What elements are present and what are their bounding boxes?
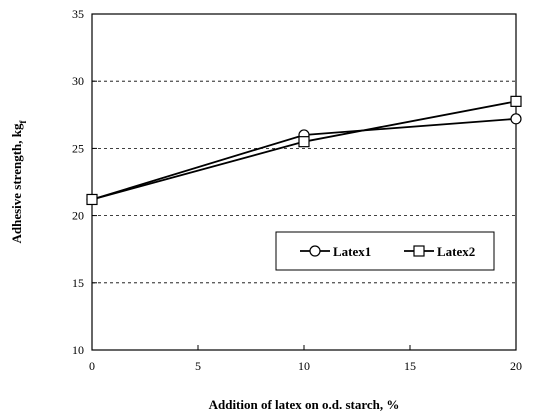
series-markers-latex2 (86, 95, 522, 206)
y-axis-label: Adhesive strength, kgf (9, 119, 28, 243)
y-tick-label-25: 25 (72, 141, 84, 155)
data-point-latex2-0 (86, 193, 98, 206)
y-tick-label-35: 35 (72, 7, 84, 21)
data-point-latex1-2 (510, 113, 522, 125)
x-tick-label-0: 0 (89, 359, 95, 373)
y-tick-label-15: 15 (72, 276, 84, 290)
data-point-latex2-2 (510, 95, 522, 107)
x-tick-label-5: 5 (195, 359, 201, 373)
legend-swatch-marker (309, 245, 321, 257)
legend-items: Latex1 Latex2 (300, 244, 475, 259)
y-axis-label-subscript: f (18, 119, 28, 123)
y-tick-label-10: 10 (72, 343, 84, 357)
series-line-latex2 (91, 100, 517, 201)
legend-item-latex2: Latex2 (404, 244, 475, 259)
x-tick-label-20: 20 (510, 359, 522, 373)
data-point-latex2-1 (298, 136, 310, 148)
axis-ticks: 10 15 20 25 30 35 0 5 10 15 20 (72, 7, 522, 373)
legend: Latex1 Latex2 (275, 231, 495, 271)
legend-item-latex1: Latex1 (300, 244, 371, 259)
series-latex2 (91, 100, 517, 201)
y-axis-label-main: Adhesive strength, kg (9, 123, 24, 244)
y-tick-label-30: 30 (72, 74, 84, 88)
series-group (86, 95, 522, 206)
gridlines (92, 80, 516, 284)
legend-label: Latex1 (333, 244, 371, 259)
x-axis-label: Addition of latex on o.d. starch, % (209, 397, 400, 412)
x-tick-label-15: 15 (404, 359, 416, 373)
legend-label: Latex2 (437, 244, 475, 259)
y-tick-label-20: 20 (72, 209, 84, 223)
series-markers-latex1 (86, 113, 522, 206)
legend-swatch-marker (413, 245, 425, 257)
x-tick-label-10: 10 (298, 359, 310, 373)
